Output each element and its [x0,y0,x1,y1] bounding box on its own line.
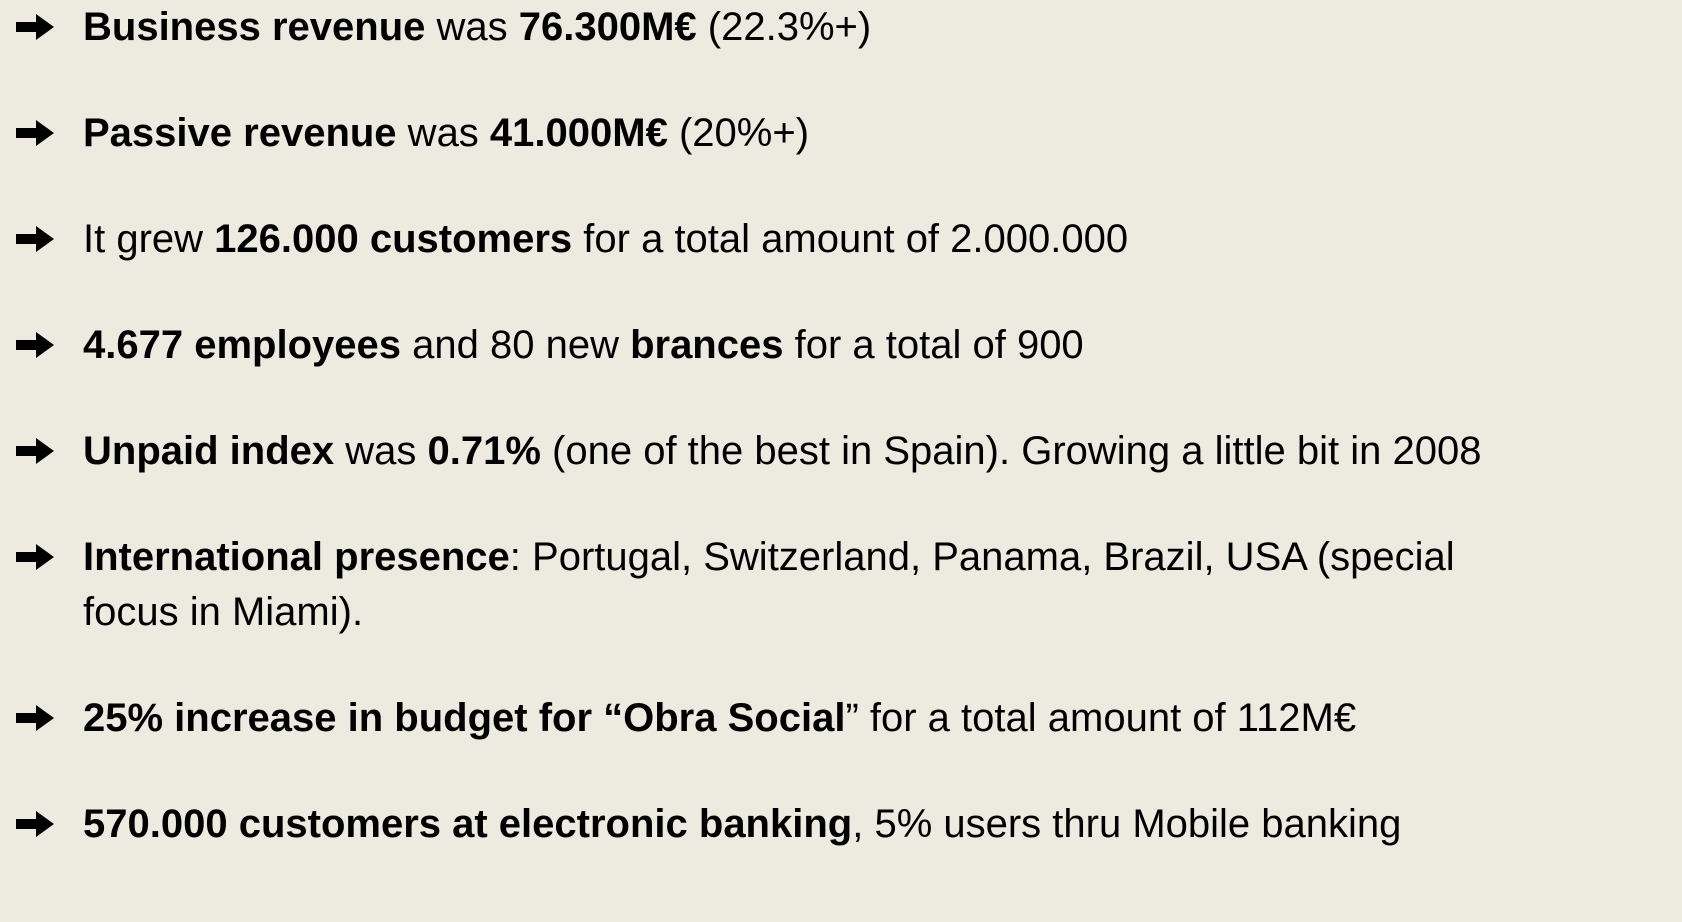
text-run: 570.000 customers at electronic banking [83,802,853,846]
bullet-item: Business revenue was 76.300M€ (22.3%+) [0,0,1503,55]
text-run: (20%+) [667,111,810,155]
text-run: 4.677 employees [83,323,401,367]
text-run: Unpaid index [83,429,335,473]
text-run: 25% increase in budget for “Obra Social [83,696,846,740]
text-run: , 5% users thru Mobile banking [852,802,1402,846]
bullet-item: International presence: Portugal, Switze… [0,530,1503,640]
text-run: 126.000 customers [214,217,573,261]
arrow-icon [16,705,54,731]
text-run: Passive revenue [83,111,397,155]
bullet-item: 25% increase in budget for “Obra Social”… [0,691,1503,746]
text-run: was [396,111,490,155]
text-run: for a total amount of 2.000.000 [572,217,1129,261]
text-run: 0.71% [427,429,541,473]
bullet-item: Passive revenue was 41.000M€ (20%+) [0,106,1503,161]
text-run: (22.3%+) [696,5,872,49]
arrow-icon [16,120,54,146]
arrow-icon [16,14,54,40]
text-run: for a total of 900 [783,323,1084,367]
arrow-icon [16,438,54,464]
text-run: 76.300M€ [518,5,697,49]
text-run: (one of the best in Spain). Growing a li… [540,429,1482,473]
arrow-icon [16,544,54,570]
bullet-item: It grew 126.000 customers for a total am… [0,212,1503,267]
text-run: and 80 new [401,323,631,367]
text-run: International presence [83,535,510,579]
arrow-icon [16,811,54,837]
text-run: It grew [83,217,215,261]
text-run: was [334,429,428,473]
arrow-icon [16,226,54,252]
bullet-item: Unpaid index was 0.71% (one of the best … [0,424,1503,479]
text-run: ” for a total amount of 112M€ [845,696,1357,740]
text-run: was [425,5,519,49]
text-run: : Portugal, Switzerland, Panama, Brazil,… [83,535,1455,634]
bullet-list: Business revenue was 76.300M€ (22.3%+) Pa… [0,0,1503,852]
text-run: Business revenue [83,5,426,49]
text-run: brances [630,323,784,367]
bullet-item: 4.677 employees and 80 new brances for a… [0,318,1503,373]
arrow-icon [16,332,54,358]
bullet-item: 570.000 customers at electronic banking,… [0,797,1503,852]
text-run: 41.000M€ [489,111,668,155]
